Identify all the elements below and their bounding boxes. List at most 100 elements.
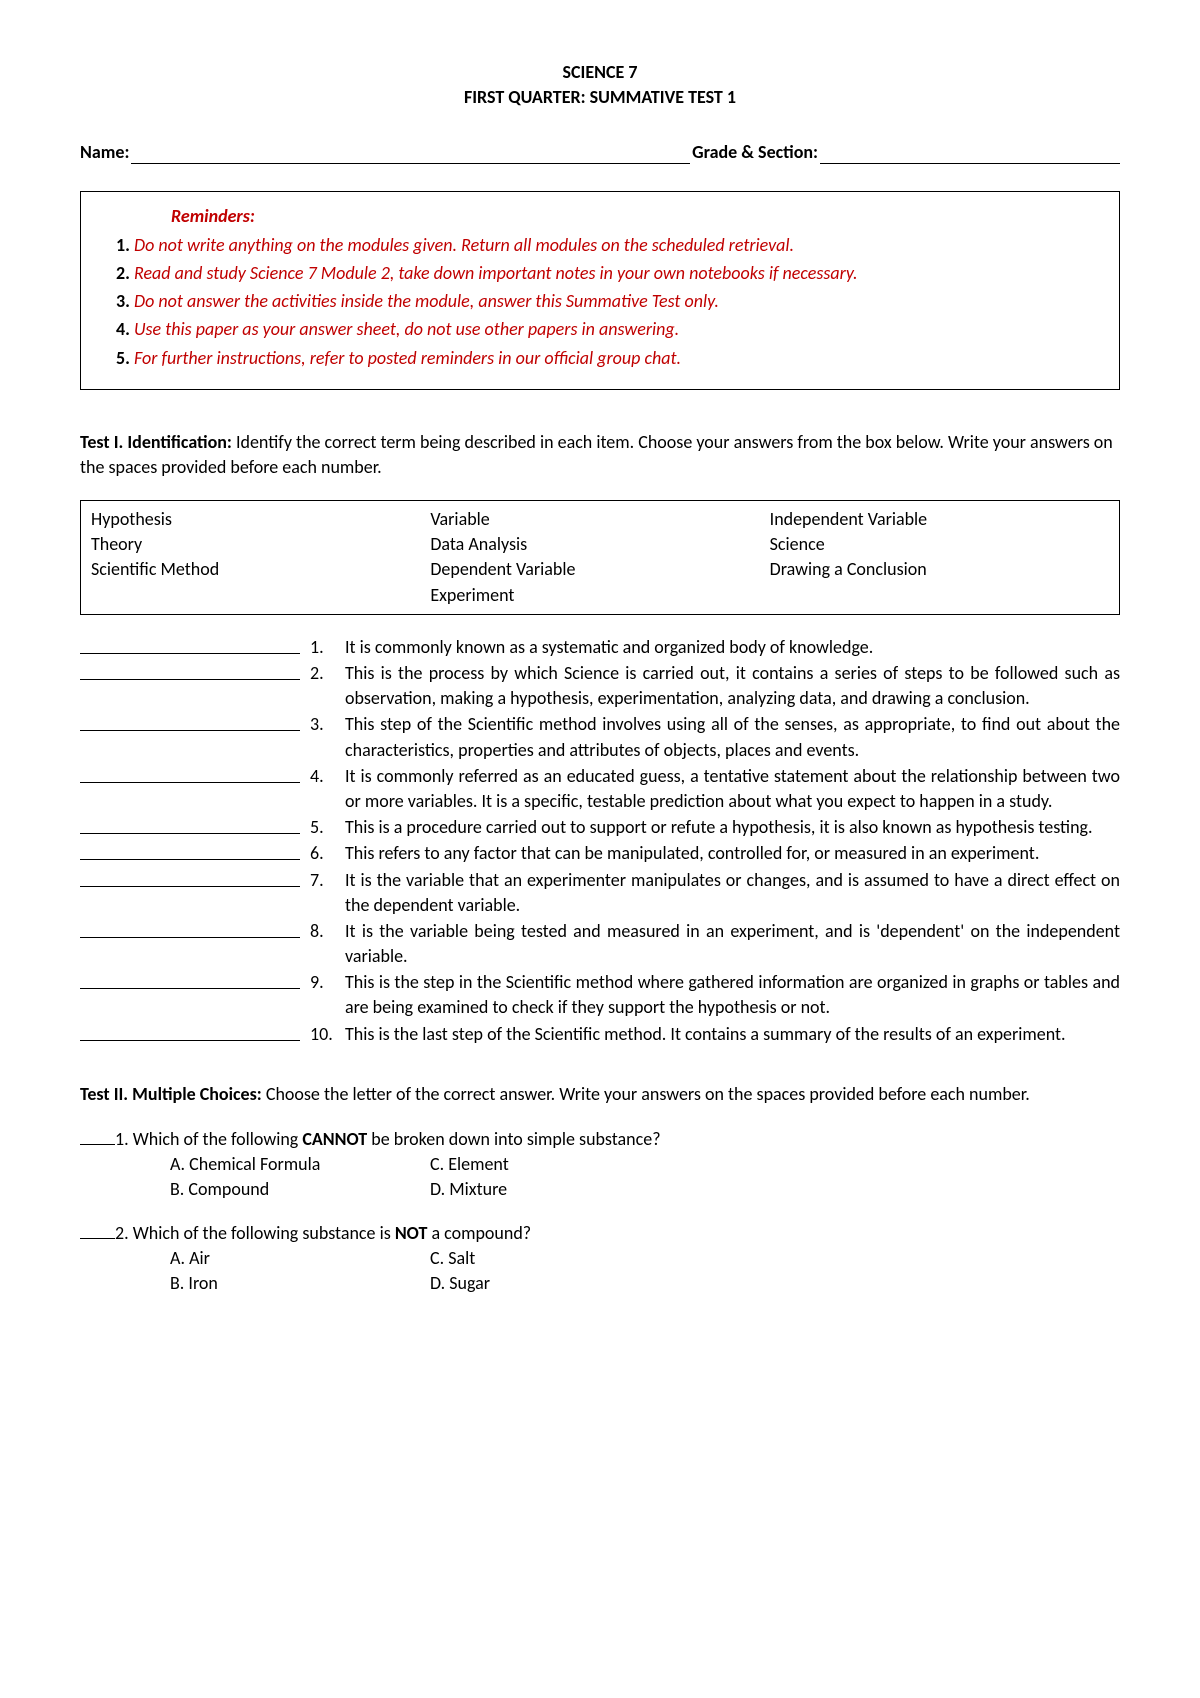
mc-item: 2. Which of the following substance is N… <box>80 1221 1120 1297</box>
header-course: SCIENCE 7 <box>80 60 1120 85</box>
word-box-col: Hypothesis Theory Scientific Method <box>91 507 430 608</box>
item-number: 10. <box>310 1022 345 1047</box>
mc-number: 2 <box>115 1222 124 1244</box>
answer-blank <box>80 886 300 887</box>
item-number: 9. <box>310 970 345 995</box>
item-number: 1. <box>310 635 345 660</box>
item-text: It is the variable that an experimenter … <box>345 868 1120 918</box>
item-number: 3. <box>310 712 345 737</box>
mc-choice: D. Mixture <box>430 1177 690 1202</box>
reminders-list: 1. Do not write anything on the modules … <box>116 233 1099 371</box>
item-text: This is a procedure carried out to suppo… <box>345 815 1120 840</box>
reminder-item: 2. Read and study Science 7 Module 2, ta… <box>116 261 1099 286</box>
identification-item: 5. This is a procedure carried out to su… <box>80 815 1120 840</box>
mc-q-pre: Which of the following <box>133 1128 303 1150</box>
document-header: SCIENCE 7 FIRST QUARTER: SUMMATIVE TEST … <box>80 60 1120 110</box>
answer-blank <box>80 679 300 680</box>
mc-question: 1. Which of the following CANNOT be brok… <box>80 1127 1120 1152</box>
identification-item: 6. This refers to any factor that can be… <box>80 841 1120 866</box>
answer-blank <box>80 653 300 654</box>
item-number: 8. <box>310 919 345 944</box>
answer-blank <box>80 1238 115 1239</box>
word-box-term: Data Analysis <box>430 532 769 557</box>
mc-choice: B. Compound <box>170 1177 430 1202</box>
item-text: It is commonly known as a systematic and… <box>345 635 1120 660</box>
reminder-text: Do not write anything on the modules giv… <box>134 234 794 256</box>
mc-choice: A. Chemical Formula <box>170 1152 430 1177</box>
reminder-text: For further instructions, refer to poste… <box>134 347 681 369</box>
identification-item: 8. It is the variable being tested and m… <box>80 919 1120 969</box>
item-text: This is the process by which Science is … <box>345 661 1120 711</box>
word-box-term: Drawing a Conclusion <box>770 557 1109 582</box>
test1-instruction: Identify the correct term being describe… <box>80 431 1113 478</box>
answer-blank <box>80 988 300 989</box>
mc-number: 1 <box>115 1128 124 1150</box>
identification-list: 1. It is commonly known as a systematic … <box>80 635 1120 1047</box>
reminder-text: Read and study Science 7 Module 2, take … <box>134 262 858 284</box>
mc-choice: C. Salt <box>430 1246 690 1271</box>
answer-blank <box>80 730 300 731</box>
name-blank-line <box>131 140 690 163</box>
grade-blank-line <box>820 140 1120 163</box>
word-box-col: Independent Variable Science Drawing a C… <box>770 507 1109 608</box>
test1-intro: Test I. Identification: Identify the cor… <box>80 430 1120 480</box>
name-grade-row: Name: Grade & Section: <box>80 140 1120 165</box>
answer-blank <box>80 1040 300 1041</box>
identification-item: 9. This is the step in the Scientific me… <box>80 970 1120 1020</box>
test2-intro: Test II. Multiple Choices: Choose the le… <box>80 1082 1120 1107</box>
identification-item: 3. This step of the Scientific method in… <box>80 712 1120 762</box>
word-box-term: Science <box>770 532 1109 557</box>
test2-title: Test II. Multiple Choices: <box>80 1083 262 1105</box>
item-number: 7. <box>310 868 345 893</box>
mc-q-bold: NOT <box>395 1222 428 1244</box>
test2-instruction: Choose the letter of the correct answer.… <box>262 1083 1030 1105</box>
identification-item: 2. This is the process by which Science … <box>80 661 1120 711</box>
item-text: This refers to any factor that can be ma… <box>345 841 1120 866</box>
mc-choice: C. Element <box>430 1152 690 1177</box>
reminder-item: 4. Use this paper as your answer sheet, … <box>116 317 1099 342</box>
mc-choices: A. Chemical Formula C. Element B. Compou… <box>170 1152 1120 1202</box>
item-text: This is the last step of the Scientific … <box>345 1022 1120 1047</box>
item-number: 4. <box>310 764 345 789</box>
item-text: It is commonly referred as an educated g… <box>345 764 1120 814</box>
answer-blank <box>80 937 300 938</box>
reminders-box: Reminders: 1. Do not write anything on t… <box>80 191 1120 390</box>
answer-blank <box>80 782 300 783</box>
multiple-choice-section: 1. Which of the following CANNOT be brok… <box>80 1127 1120 1296</box>
word-box: Hypothesis Theory Scientific Method Vari… <box>80 500 1120 615</box>
mc-question-text: 2. Which of the following substance is N… <box>115 1221 1120 1246</box>
mc-item: 1. Which of the following CANNOT be brok… <box>80 1127 1120 1203</box>
name-label: Name: <box>80 140 129 165</box>
reminder-item: 1. Do not write anything on the modules … <box>116 233 1099 258</box>
mc-q-post: be broken down into simple substance? <box>367 1128 660 1150</box>
identification-item: 1. It is commonly known as a systematic … <box>80 635 1120 660</box>
item-text: It is the variable being tested and meas… <box>345 919 1120 969</box>
word-box-term: Dependent Variable <box>430 557 769 582</box>
test1-title: Test I. Identification: <box>80 431 232 453</box>
word-box-term: Experiment <box>430 583 769 608</box>
word-box-term: Scientific Method <box>91 557 430 582</box>
mc-choices: A. Air C. Salt B. Iron D. Sugar <box>170 1246 1120 1296</box>
mc-choice: D. Sugar <box>430 1271 690 1296</box>
word-box-term: Variable <box>430 507 769 532</box>
reminder-text: Use this paper as your answer sheet, do … <box>134 318 679 340</box>
word-box-col: Variable Data Analysis Dependent Variabl… <box>430 507 769 608</box>
item-number: 5. <box>310 815 345 840</box>
grade-label: Grade & Section: <box>692 140 818 165</box>
mc-question: 2. Which of the following substance is N… <box>80 1221 1120 1246</box>
mc-choice: B. Iron <box>170 1271 430 1296</box>
identification-item: 10. This is the last step of the Scienti… <box>80 1022 1120 1047</box>
mc-q-post: a compound? <box>427 1222 531 1244</box>
reminders-title: Reminders: <box>171 204 1099 229</box>
item-text: This step of the Scientific method invol… <box>345 712 1120 762</box>
mc-question-text: 1. Which of the following CANNOT be brok… <box>115 1127 1120 1152</box>
mc-q-bold: CANNOT <box>302 1128 367 1150</box>
word-box-term: Independent Variable <box>770 507 1109 532</box>
answer-blank <box>80 1144 115 1145</box>
mc-q-pre: Which of the following substance is <box>133 1222 395 1244</box>
header-title: FIRST QUARTER: SUMMATIVE TEST 1 <box>80 85 1120 110</box>
word-box-term: Theory <box>91 532 430 557</box>
answer-blank <box>80 859 300 860</box>
reminder-item: 5. For further instructions, refer to po… <box>116 346 1099 371</box>
identification-item: 4. It is commonly referred as an educate… <box>80 764 1120 814</box>
